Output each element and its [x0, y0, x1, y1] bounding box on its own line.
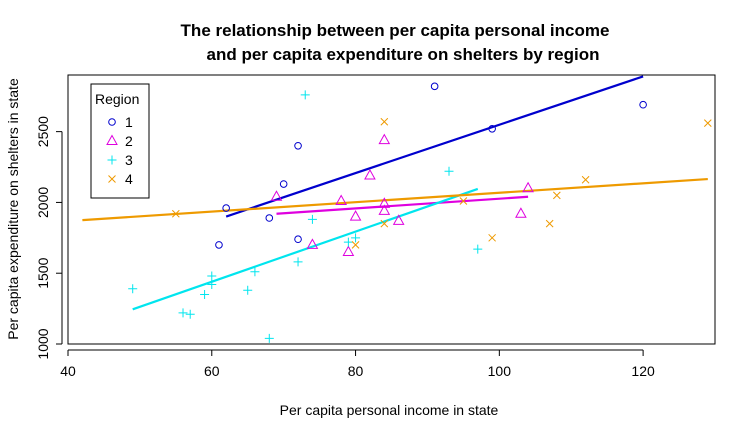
- chart-title-line-2: and per capita expenditure on shelters b…: [207, 45, 600, 64]
- region-4-point: [171, 209, 180, 218]
- legend-marker-region-4: [108, 175, 116, 183]
- region-3-point: [128, 284, 138, 294]
- region-1-point: [265, 214, 274, 222]
- x-tick-label: 100: [488, 363, 512, 379]
- y-tick-label: 1500: [35, 257, 51, 288]
- region-3-point: [185, 309, 195, 319]
- region-3-point: [200, 289, 210, 299]
- region-4-fit-line: [82, 177, 708, 222]
- region-1-point: [222, 204, 230, 212]
- region-2-point: [378, 197, 391, 208]
- legend-label-region-4: 4: [125, 171, 133, 187]
- region-2-point: [306, 238, 319, 249]
- region-3-point: [207, 280, 217, 290]
- region-2-point: [270, 190, 283, 201]
- x-tick-label: 80: [348, 363, 364, 379]
- region-4-point: [581, 175, 590, 184]
- legend-marker-region-1: [108, 118, 116, 126]
- region-1-point: [639, 100, 647, 109]
- region-2-point: [335, 194, 348, 206]
- legend-items: 1 2 3 4: [106, 114, 133, 187]
- region-2-fit-line: [276, 195, 529, 215]
- region-3-point: [351, 233, 361, 243]
- region-1-point: [294, 141, 302, 150]
- data-points: [128, 82, 712, 343]
- x-tick-label: 60: [204, 363, 220, 379]
- x-tick-label: 120: [631, 363, 655, 379]
- region-3-fit-line: [132, 187, 479, 311]
- region-4-point: [380, 219, 389, 228]
- region-1-fit-line: [225, 75, 644, 218]
- legend-marker-region-3: [107, 155, 117, 165]
- x-axis: 40 60 80 100 120: [60, 349, 655, 379]
- region-1-point: [430, 82, 439, 91]
- x-axis-title: Per capita personal income in state: [280, 402, 499, 418]
- x-tick-label: 40: [60, 363, 76, 379]
- y-axis: 1000 1500 2000 2500: [35, 116, 63, 360]
- region-3-point: [343, 237, 353, 247]
- region-1-point: [215, 241, 223, 249]
- legend-label-region-1: 1: [125, 114, 133, 130]
- region-2-point: [378, 204, 391, 215]
- plot-frame: [67, 74, 716, 345]
- region-3-point: [300, 90, 310, 100]
- region-2-point: [515, 207, 527, 218]
- region-3-point: [250, 267, 260, 277]
- region-4-point: [703, 119, 712, 127]
- region-3-point: [264, 333, 274, 343]
- legend-label-region-2: 2: [125, 133, 133, 149]
- y-tick-label: 2500: [35, 116, 51, 147]
- regression-lines: [82, 75, 708, 311]
- legend: Region 1 2 3 4: [90, 83, 150, 199]
- legend-label-region-3: 3: [125, 152, 133, 168]
- legend-marker-region-2: [106, 134, 118, 145]
- region-3-point: [307, 214, 317, 224]
- chart-title-line-1: The relationship between per capita pers…: [181, 21, 610, 40]
- y-tick-label: 1000: [35, 328, 51, 359]
- region-2-point: [342, 245, 355, 256]
- region-2-point: [522, 181, 534, 193]
- region-4-point: [545, 219, 554, 228]
- region-4-point: [552, 191, 561, 200]
- region-1-point: [279, 180, 288, 188]
- region-4-point: [351, 241, 360, 249]
- region-2-point: [378, 133, 391, 145]
- region-3-point: [473, 244, 483, 254]
- region-4-point: [380, 117, 389, 126]
- region-1-point: [294, 235, 302, 244]
- legend-box: [90, 83, 150, 199]
- region-3-point: [444, 166, 454, 176]
- region-3-point: [293, 257, 303, 267]
- region-2-point: [392, 214, 405, 225]
- region-2-point: [364, 168, 376, 180]
- region-4-point: [459, 197, 468, 205]
- legend-title: Region: [95, 91, 139, 107]
- y-axis-title: Per capita expenditure on shelters in st…: [5, 78, 21, 340]
- region-2-point: [349, 210, 362, 221]
- region-3-point: [178, 308, 188, 318]
- region-4-point: [488, 233, 496, 242]
- region-3-point: [207, 271, 217, 281]
- y-tick-label: 2000: [35, 187, 51, 218]
- region-3-point: [243, 285, 253, 295]
- region-1-point: [488, 125, 496, 133]
